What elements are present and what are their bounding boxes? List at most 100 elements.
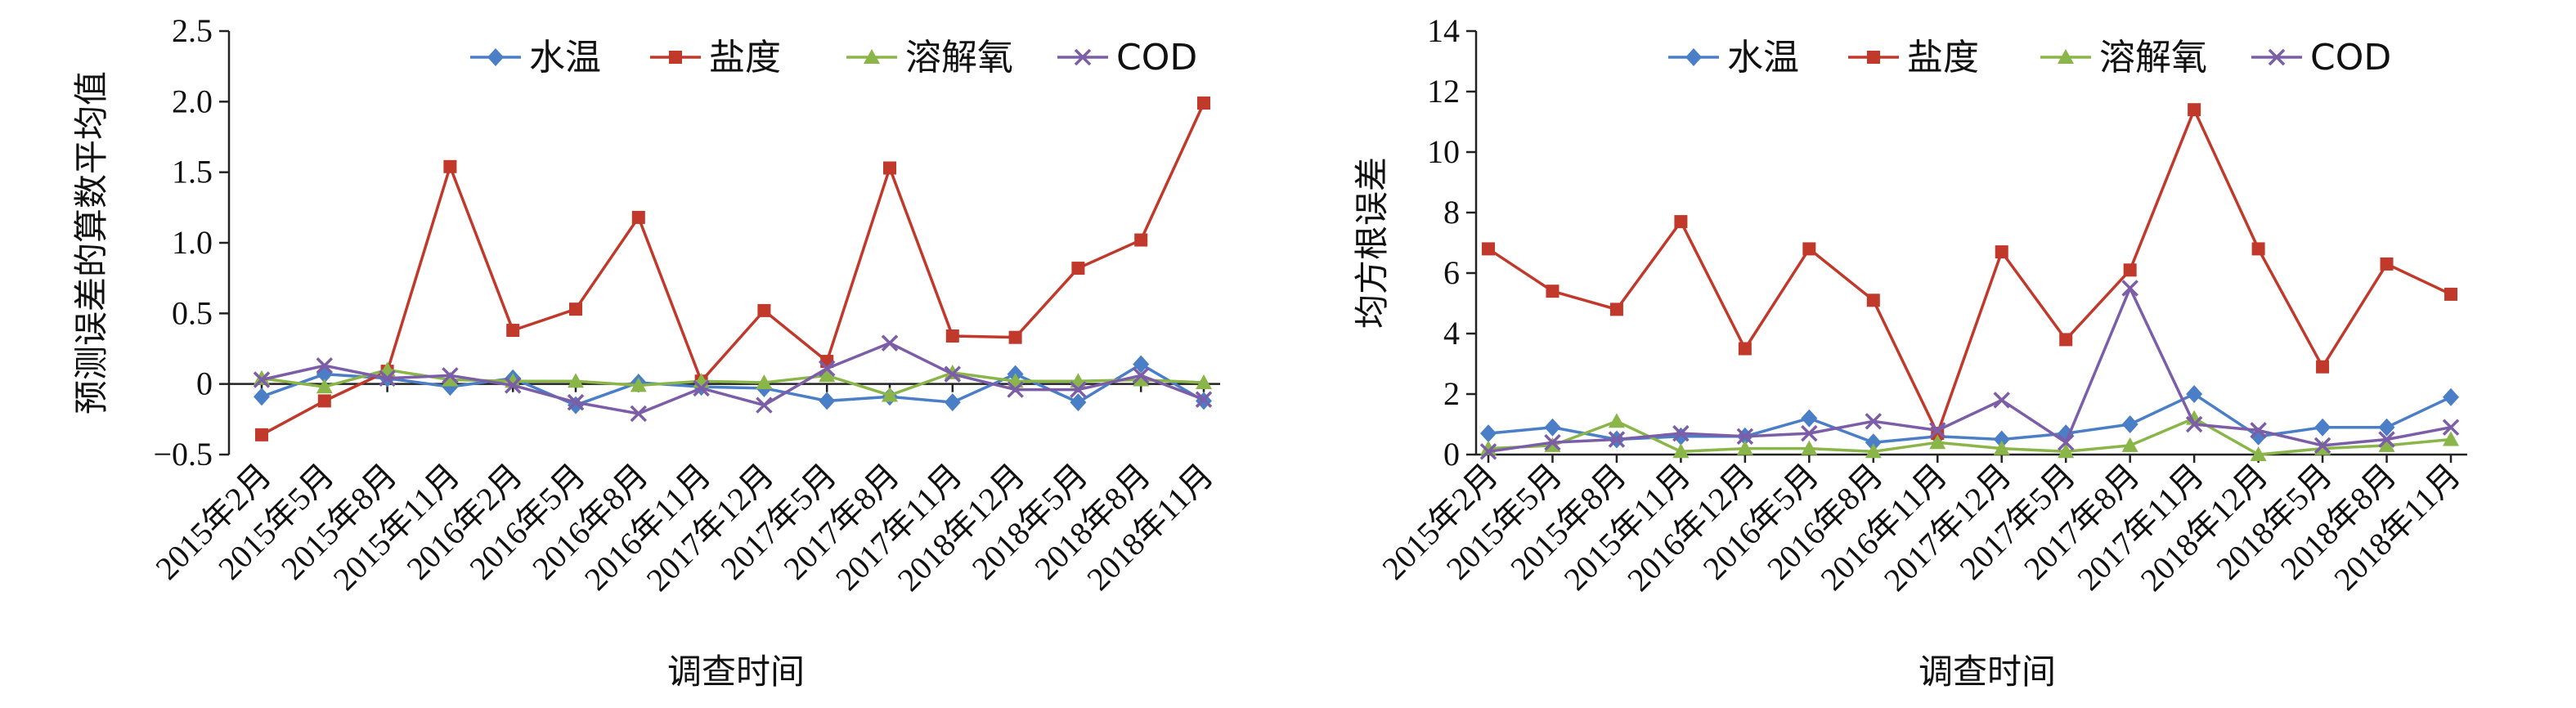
data-point — [2444, 287, 2457, 301]
data-point — [1993, 392, 2010, 409]
data-point — [1738, 342, 1752, 356]
data-point — [2121, 437, 2138, 452]
data-point — [1133, 355, 1150, 374]
legend-label: COD — [2310, 37, 2391, 78]
data-point — [2186, 385, 2203, 403]
data-point — [630, 377, 647, 392]
data-point — [945, 329, 959, 343]
data-point — [506, 324, 520, 338]
data-point — [883, 161, 896, 175]
series-line — [1488, 392, 2452, 444]
legend-label: 溶解氧 — [2099, 37, 2207, 78]
data-point — [1929, 434, 1946, 450]
data-point — [567, 393, 585, 411]
legend-marker — [1685, 48, 1702, 66]
data-point — [1801, 409, 1818, 428]
data-point — [2185, 415, 2203, 433]
series-4 — [253, 334, 1213, 423]
data-point — [1736, 440, 1753, 455]
series-1 — [1480, 385, 2459, 452]
data-point — [2188, 103, 2201, 117]
data-point — [1866, 294, 1880, 307]
data-point — [1480, 424, 1497, 443]
data-point — [1993, 440, 2010, 455]
data-point — [2250, 446, 2267, 461]
series-line — [261, 368, 1205, 397]
data-point — [1134, 233, 1148, 247]
legend: 水温 盐度 溶解氧 COD — [470, 37, 1197, 78]
y-tick-label: 6 — [1443, 254, 1460, 291]
series-3 — [1480, 410, 2459, 461]
data-point — [1197, 96, 1210, 110]
data-point — [1544, 433, 1561, 451]
data-point — [255, 428, 268, 441]
y-tick-label: 4 — [1443, 315, 1460, 352]
y-tick-label: 14 — [1427, 12, 1460, 49]
data-point — [504, 377, 522, 394]
data-point — [756, 374, 773, 389]
data-point — [2378, 418, 2395, 437]
data-point — [944, 365, 962, 383]
data-point — [2121, 280, 2138, 297]
data-point — [1609, 302, 1623, 316]
y-axis-title: 预测误差的算数平均值 — [71, 71, 111, 414]
legend-item: 盐度 — [1848, 37, 1979, 78]
data-point — [1672, 427, 1690, 446]
data-point — [1546, 285, 1560, 298]
data-point — [1070, 393, 1087, 412]
legend-label: 水温 — [529, 37, 601, 78]
data-point — [1736, 428, 1754, 446]
legend-marker — [669, 51, 682, 64]
data-point — [756, 397, 773, 414]
y-tick-label: 1.5 — [172, 154, 213, 190]
data-point — [1995, 245, 2008, 259]
data-point — [442, 371, 459, 387]
data-point — [630, 405, 648, 423]
legend-label: 水温 — [1727, 37, 1799, 78]
data-point — [1196, 374, 1212, 389]
data-point — [2121, 415, 2138, 433]
data-point — [631, 210, 645, 224]
data-point — [881, 334, 899, 352]
y-tick-label: −0.5 — [153, 436, 213, 473]
data-point — [1007, 381, 1024, 398]
data-point — [819, 392, 836, 410]
series-line — [261, 341, 1205, 415]
data-point — [254, 388, 270, 406]
data-point — [882, 387, 898, 402]
legend-marker — [487, 48, 504, 66]
y-tick-label: 12 — [1427, 73, 1460, 110]
data-point — [1993, 430, 2010, 449]
data-point — [1195, 391, 1213, 408]
data-point — [2314, 418, 2331, 437]
data-point — [254, 370, 270, 385]
x-axis-title: 调查时间 — [1919, 652, 2056, 692]
y-tick-label: 0 — [1443, 436, 1460, 473]
data-point — [568, 373, 584, 388]
data-point — [253, 371, 271, 388]
y-tick-label: 0 — [196, 365, 213, 402]
data-point — [316, 379, 333, 394]
data-point — [1132, 367, 1150, 384]
data-point — [1070, 381, 1087, 398]
legend-marker — [1074, 48, 1092, 66]
data-point — [568, 396, 584, 414]
data-point — [1865, 433, 1882, 452]
data-point — [1929, 422, 1946, 439]
legend-marker — [2268, 48, 2286, 66]
data-point — [1071, 262, 1085, 276]
data-point — [379, 370, 396, 387]
data-point — [442, 367, 459, 384]
series-2 — [255, 96, 1210, 441]
series-line — [1488, 416, 2452, 456]
series-2 — [1482, 103, 2457, 441]
data-point — [2123, 263, 2137, 277]
data-point — [2378, 437, 2395, 452]
data-point — [1482, 242, 1495, 256]
legend-item: 溶解氧 — [2040, 37, 2207, 78]
y-tick-label: 10 — [1427, 133, 1460, 170]
data-point — [2442, 419, 2460, 436]
data-point — [693, 379, 710, 397]
data-point — [2378, 431, 2395, 448]
